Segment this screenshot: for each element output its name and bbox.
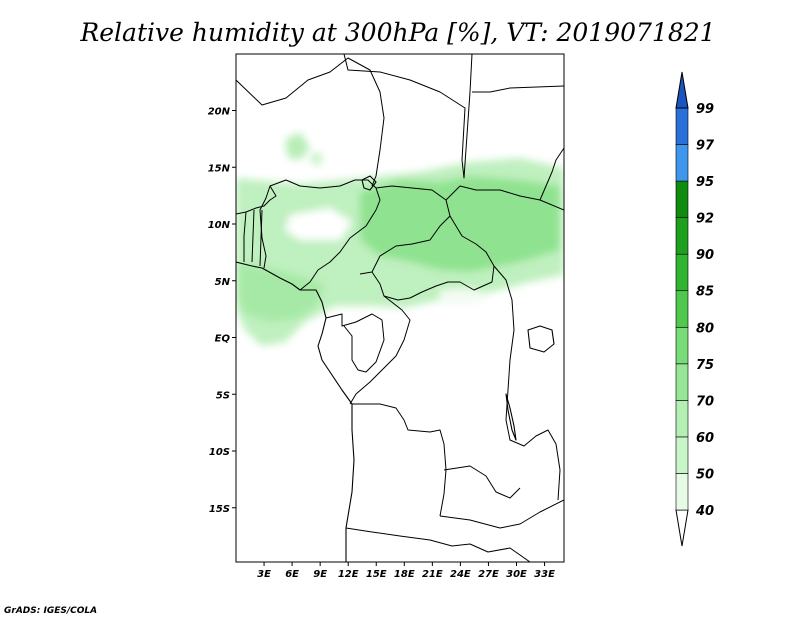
latitude-axis: 20N 15N 10N 5N EQ 5S 10S 15S — [208, 107, 236, 515]
colorbar-end-high — [675, 71, 689, 109]
y-tick-label: 15S — [209, 504, 230, 515]
credit-label: GrADS: IGES/COLA — [4, 606, 97, 616]
border-angola-zambia — [439, 465, 564, 529]
y-tick-label: 10N — [208, 220, 231, 231]
border-cameroon-gabon — [325, 313, 385, 373]
y-tick-label: 15N — [208, 163, 231, 174]
y-tick-label: 20N — [208, 107, 231, 118]
border-east-africa — [493, 265, 561, 501]
colorbar-label: 97 — [696, 139, 715, 154]
colorbar-label: 99 — [696, 102, 714, 117]
lake-victoria — [527, 325, 555, 353]
humidity-region-north-patch-small — [310, 152, 322, 165]
colorbar-label: 85 — [696, 285, 714, 300]
colorbar: 40 50 60 70 75 80 85 90 92 95 97 99 — [675, 71, 715, 547]
humidity-region-dry-hole — [285, 208, 352, 240]
border-sudan-ethiopia — [539, 147, 564, 201]
colorbar-segment — [675, 326, 689, 365]
x-tick-label: 15E — [366, 569, 387, 580]
colorbar-end-low — [675, 509, 689, 547]
colorbar-label: 92 — [696, 212, 714, 227]
map-title: Relative humidity at 300hPa [%], VT: 201… — [79, 18, 715, 47]
border-ghana-togo — [243, 209, 263, 267]
colorbar-segment — [675, 217, 689, 255]
colorbar-label: 80 — [696, 321, 714, 336]
colorbar-segment — [675, 290, 689, 328]
border-libya-egypt — [343, 54, 473, 179]
x-tick-label: 21E — [422, 569, 443, 580]
humidity-region-west — [236, 262, 325, 322]
colorbar-segment — [675, 253, 689, 292]
border-nigeria-cameroon — [299, 209, 377, 291]
border-congo-drc — [349, 295, 411, 405]
colorbar-segment — [675, 436, 689, 474]
colorbar-label: 90 — [696, 248, 714, 263]
humidity-region-dry-hole-2 — [440, 288, 490, 305]
border-mali-niger-algeria — [236, 57, 385, 187]
border-namibia — [345, 527, 531, 562]
border-gulf-states — [236, 185, 277, 269]
y-tick-label: 5S — [216, 390, 230, 401]
x-tick-label: 27E — [478, 569, 499, 580]
border-car — [371, 215, 495, 301]
border-niger-nigeria — [269, 179, 381, 211]
lake-chad — [361, 175, 377, 191]
humidity-region-core — [360, 176, 560, 272]
x-tick-label: 18E — [394, 569, 415, 580]
y-tick-label: EQ — [215, 334, 231, 345]
x-tick-label: 6E — [285, 569, 299, 580]
longitude-axis: 3E 6E 9E 12E 15E 18E 21E 24E 27E 30E 33E — [257, 562, 555, 580]
border-egypt-sudan — [472, 85, 564, 93]
colorbar-label: 60 — [696, 431, 714, 446]
x-tick-label: 12E — [338, 569, 359, 580]
map-frame — [235, 53, 565, 563]
colorbar-label: 40 — [695, 504, 714, 519]
colorbar-label: 70 — [696, 394, 714, 409]
colorbar-segment — [675, 180, 689, 218]
colorbar-segment — [675, 400, 689, 438]
colorbar-label: 50 — [696, 467, 714, 482]
x-tick-label: 3E — [257, 569, 271, 580]
colorbar-label: 75 — [696, 358, 714, 373]
y-tick-label: 10S — [209, 447, 230, 458]
map-boundaries — [236, 54, 564, 562]
coastline-west-africa — [236, 261, 355, 562]
colorbar-segment — [675, 144, 689, 182]
border-drc-angola — [352, 403, 447, 517]
lake-tanganyika — [505, 393, 517, 441]
colorbar-segment — [675, 363, 689, 401]
y-tick-label: 5N — [215, 277, 231, 288]
x-tick-label: 24E — [450, 569, 471, 580]
humidity-region-north-patch — [285, 132, 310, 160]
colorbar-label: 95 — [696, 175, 714, 190]
border-chad — [359, 185, 451, 275]
humidity-field — [236, 132, 564, 346]
colorbar-segment — [675, 107, 689, 145]
colorbar-segment — [675, 473, 689, 511]
x-tick-label: 9E — [313, 569, 327, 580]
x-tick-label: 33E — [534, 569, 555, 580]
x-tick-label: 30E — [506, 569, 527, 580]
